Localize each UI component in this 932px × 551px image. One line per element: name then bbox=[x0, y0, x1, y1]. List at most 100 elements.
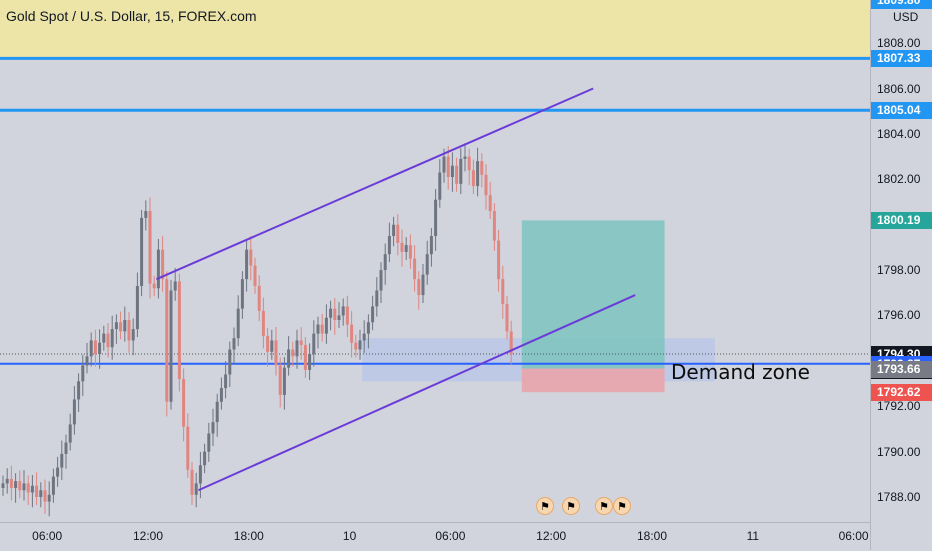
price-tick-label: 1808.00 bbox=[877, 36, 921, 51]
candle-body bbox=[135, 285, 139, 330]
candle-body bbox=[1, 483, 5, 488]
candle-body bbox=[261, 310, 265, 336]
candle-body bbox=[354, 342, 358, 350]
price-tick-label: 1802.00 bbox=[877, 172, 921, 187]
us-flag-icon[interactable]: ⚑ bbox=[536, 497, 554, 515]
candle-body bbox=[291, 349, 295, 357]
candle-body bbox=[47, 494, 51, 502]
price-tag: 1807.33 bbox=[871, 50, 932, 68]
candle-body bbox=[270, 340, 274, 352]
candle-body bbox=[476, 161, 480, 187]
price-tick-label: 1804.00 bbox=[877, 126, 921, 141]
candle-body bbox=[492, 211, 496, 241]
candle-body bbox=[152, 283, 156, 289]
candle-body bbox=[446, 156, 450, 178]
candle-body bbox=[350, 324, 354, 343]
candle-body bbox=[480, 161, 484, 175]
candle-body bbox=[396, 224, 400, 243]
candle-body bbox=[85, 356, 89, 366]
price-tag: 1792.62 bbox=[871, 384, 932, 402]
candle-body bbox=[26, 483, 30, 493]
stop-loss-zone bbox=[521, 368, 665, 393]
time-tick-label: 11 bbox=[746, 529, 760, 543]
candle-body bbox=[417, 279, 421, 296]
channel-upper-line bbox=[155, 87, 594, 281]
price-tick-label: 1788.00 bbox=[877, 490, 921, 505]
candle-body bbox=[56, 467, 60, 477]
candle-body bbox=[81, 365, 85, 382]
candle-body bbox=[119, 322, 123, 332]
currency-label: USD bbox=[893, 10, 919, 24]
price-axis[interactable]: USD 1808.001806.001804.001802.001800.001… bbox=[870, 0, 932, 550]
candle-body bbox=[450, 165, 454, 178]
candle-body bbox=[379, 270, 383, 291]
time-axis[interactable]: 06:00 12:00 18:00 10 06:00 12:00 18:00 11 06:00 bbox=[0, 522, 870, 551]
candle-body bbox=[404, 245, 408, 252]
candle-body bbox=[316, 324, 320, 334]
candle-body bbox=[5, 478, 9, 484]
candle-body bbox=[245, 249, 249, 280]
candle-body bbox=[123, 320, 127, 332]
price-tag: 1800.19 bbox=[871, 212, 932, 230]
time-tick-label: 18:00 bbox=[636, 529, 668, 543]
candle-body bbox=[371, 306, 375, 323]
candle-body bbox=[35, 485, 39, 498]
price-chart[interactable] bbox=[0, 0, 870, 522]
candle-body bbox=[240, 279, 244, 309]
candle-body bbox=[467, 156, 471, 171]
candle-body bbox=[89, 340, 93, 357]
time-tick-label: 06:00 bbox=[435, 529, 466, 543]
candle-body bbox=[471, 170, 475, 187]
candle-body bbox=[295, 340, 299, 357]
candle-body bbox=[408, 245, 412, 259]
candle-body bbox=[387, 236, 391, 255]
candle-body bbox=[253, 265, 257, 286]
candle-body bbox=[102, 333, 106, 343]
candle-body bbox=[501, 279, 505, 305]
candle-body bbox=[60, 453, 64, 468]
candle-body bbox=[438, 172, 442, 200]
us-flag-icon[interactable]: ⚑ bbox=[613, 497, 631, 515]
candle-body bbox=[429, 236, 433, 255]
candle-body bbox=[127, 320, 131, 341]
price-tag: 1805.04 bbox=[871, 102, 932, 120]
candle-body bbox=[274, 340, 278, 366]
candle-body bbox=[177, 281, 181, 380]
candle-body bbox=[156, 249, 160, 289]
plot-area[interactable]: Gold Spot / U.S. Dollar, 15, FOREX.com D… bbox=[0, 0, 870, 522]
time-tick-label: 12:00 bbox=[536, 529, 567, 543]
time-tick-label: 12:00 bbox=[132, 529, 164, 543]
us-flag-icon[interactable]: ⚑ bbox=[562, 497, 580, 515]
candle-body bbox=[30, 485, 34, 493]
us-flag-icon[interactable]: ⚑ bbox=[595, 497, 613, 515]
candle-body bbox=[392, 224, 396, 237]
candle-body bbox=[312, 333, 316, 355]
candle-body bbox=[236, 308, 240, 339]
candle-body bbox=[131, 329, 135, 341]
candle-body bbox=[224, 374, 228, 389]
candle-body bbox=[148, 211, 152, 284]
candle-body bbox=[228, 349, 232, 375]
price-tag: 1793.66 bbox=[871, 360, 932, 378]
candle-body bbox=[232, 338, 236, 350]
candle-body bbox=[144, 211, 148, 218]
candle-body bbox=[22, 483, 26, 491]
candle-body bbox=[266, 335, 270, 352]
candle-body bbox=[64, 442, 68, 454]
candle-body bbox=[77, 381, 81, 400]
candle-body bbox=[249, 249, 253, 266]
candle-body bbox=[484, 174, 488, 196]
candle-body bbox=[173, 281, 177, 291]
price-tick-label: 1806.00 bbox=[877, 81, 921, 96]
top-band-zone bbox=[0, 0, 870, 59]
candle-body bbox=[165, 279, 169, 402]
candle-body bbox=[93, 340, 97, 355]
candle-body bbox=[219, 388, 223, 402]
candle-body bbox=[14, 481, 18, 488]
candle-body bbox=[186, 426, 190, 470]
candle-body bbox=[341, 306, 345, 316]
price-tag: 1809.80 bbox=[871, 0, 932, 9]
candle-body bbox=[98, 342, 102, 355]
candle-body bbox=[203, 451, 207, 466]
candle-body bbox=[320, 324, 324, 334]
